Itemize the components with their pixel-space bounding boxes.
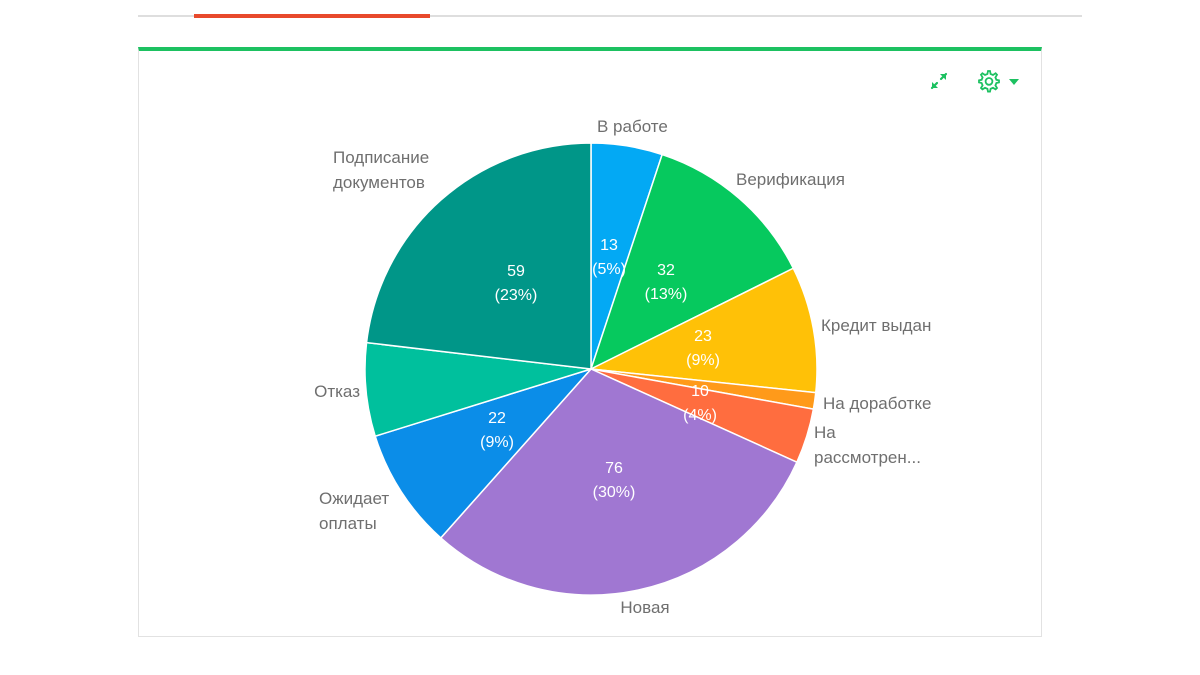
slice-value-label: 59 (507, 263, 525, 280)
gear-icon[interactable] (975, 68, 1001, 94)
pie-slice[interactable] (589, 153, 795, 371)
slice-percent-label: (30%) (593, 484, 636, 501)
slice-category-label: На доработке (823, 394, 931, 413)
pie-slice[interactable] (588, 267, 818, 394)
slice-percent-label: (13%) (645, 286, 688, 303)
pie-slice[interactable] (365, 142, 592, 370)
pie-slices (364, 142, 818, 596)
slice-value-label: 10 (691, 383, 709, 400)
slice-category-label: На рассмотрен... (814, 423, 921, 467)
pie-labels: В работе 13 (5%) Верификация 32 (13%) Кредит в… (314, 117, 931, 617)
slice-value-label: 13 (600, 237, 618, 254)
slice-value-label: 23 (694, 328, 712, 345)
slice-category-label: В работе (597, 117, 668, 136)
slice-value-label: 32 (657, 262, 675, 279)
caret-down-icon[interactable] (1008, 78, 1020, 86)
slice-percent-label: (5%) (592, 261, 626, 278)
slice-category-label: Верификация (736, 170, 845, 189)
slice-percent-label: (9%) (686, 352, 720, 369)
tabs-underline (138, 15, 1082, 17)
slice-percent-label: (4%) (683, 407, 717, 424)
slice-value-label: 76 (605, 460, 623, 477)
slice-category-label: Ожидает оплаты (319, 489, 389, 533)
active-tab-indicator (194, 14, 430, 18)
pie-slice[interactable] (374, 367, 594, 539)
slice-category-label: Новая (620, 598, 669, 617)
pie-slice[interactable] (439, 368, 798, 596)
expand-icon[interactable] (927, 69, 951, 93)
slice-category-label: Отказ (314, 382, 360, 401)
slice-percent-label: (23%) (495, 287, 538, 304)
slice-category-label: Подписание документов (333, 148, 429, 192)
slice-percent-label: (9%) (480, 434, 514, 451)
slice-category-label: Кредит выдан (821, 316, 931, 335)
slice-value-label: 22 (488, 410, 506, 427)
